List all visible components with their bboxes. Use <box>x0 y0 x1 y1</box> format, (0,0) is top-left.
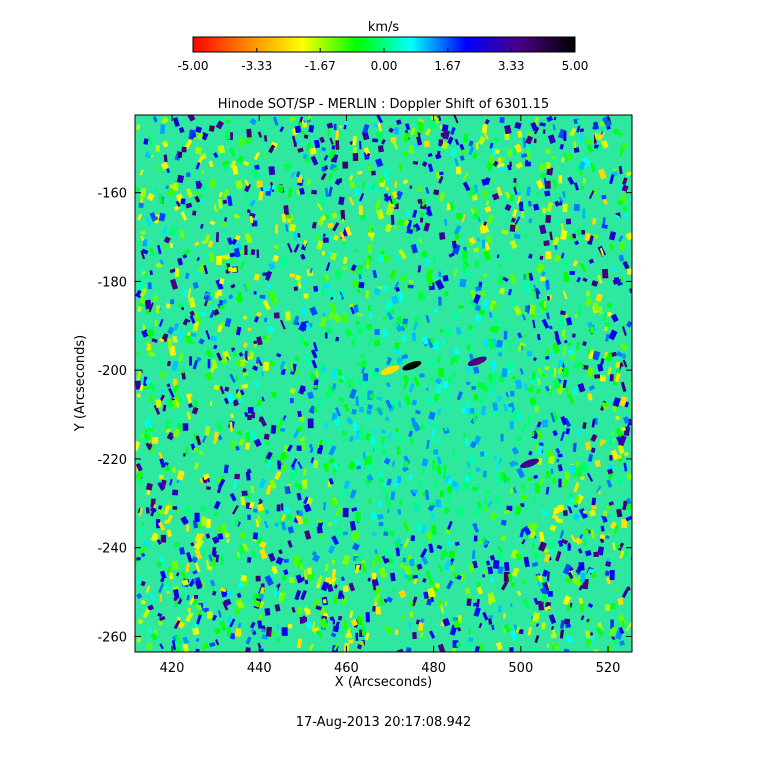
plot-area: 420 440 460 480 500 520 -160 -180 -200 -220 -240 -2… <box>97 114 633 676</box>
colorbar-label: km/s <box>368 20 400 35</box>
x-tick-label: 420 <box>160 661 185 676</box>
x-tick-label: 440 <box>247 661 272 676</box>
x-tick-label: 480 <box>421 661 446 676</box>
y-tick-label: -220 <box>97 453 127 468</box>
axes: 420 440 460 480 500 520 -160 -180 -200 -220 -240 -2… <box>97 115 632 676</box>
doppler-feature <box>402 361 422 371</box>
colorbar-tick-label: -3.33 <box>241 59 272 73</box>
plot-frame <box>134 114 633 653</box>
colorbar-tick-label: -1.67 <box>305 59 336 73</box>
colorbar-tick-label: 3.33 <box>498 59 525 73</box>
colorbar: km/s -5.00 -3.33 -1.67 0.00 1.67 3.33 5.00 <box>177 20 588 73</box>
y-tick-label: -200 <box>97 364 127 379</box>
doppler-map <box>135 115 632 652</box>
y-tick-label: -180 <box>97 275 127 290</box>
colorbar-ticks: -5.00 -3.33 -1.67 0.00 1.67 3.33 5.00 <box>177 48 588 73</box>
doppler-feature <box>520 458 540 469</box>
y-tick-label: -240 <box>97 542 127 557</box>
colorbar-tick-label: 0.00 <box>371 59 398 73</box>
x-tick-label: 500 <box>508 661 533 676</box>
doppler-feature <box>380 365 400 375</box>
colorbar-tick-label: 5.00 <box>562 59 589 73</box>
y-tick-label: -160 <box>97 187 127 202</box>
y-axis-label: Y (Arcseconds) <box>73 335 88 432</box>
y-tick-label: -260 <box>97 630 127 645</box>
x-axis-label: X (Arcseconds) <box>335 675 432 690</box>
chart-title: Hinode SOT/SP - MERLIN : Doppler Shift o… <box>218 97 549 112</box>
timestamp: 17-Aug-2013 20:17:08.942 <box>296 715 472 730</box>
colorbar-tick-label: 1.67 <box>434 59 461 73</box>
colorbar-tick-label: -5.00 <box>177 59 208 73</box>
x-tick-label: 460 <box>334 661 359 676</box>
x-tick-label: 520 <box>596 661 621 676</box>
doppler-feature <box>467 356 487 367</box>
